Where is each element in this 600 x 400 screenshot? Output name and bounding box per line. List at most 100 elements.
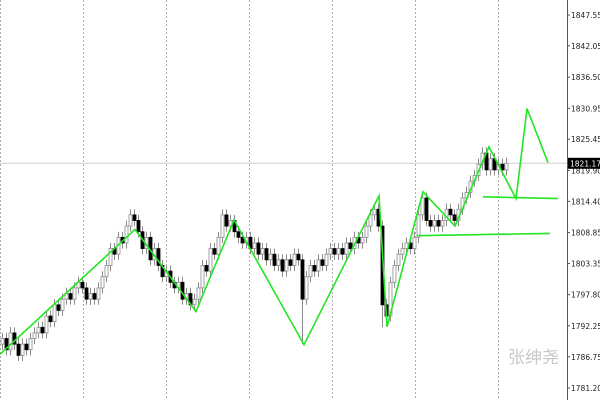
bull-candle xyxy=(0,338,5,345)
bear-candle xyxy=(4,338,9,351)
bear-candle xyxy=(332,248,337,255)
bull-candle xyxy=(308,265,313,278)
bull-candle xyxy=(360,236,365,244)
bull-candle xyxy=(104,265,109,278)
bull-candle xyxy=(292,253,297,266)
bear-candle xyxy=(340,248,345,255)
bear-candle xyxy=(452,214,457,221)
bear-candle xyxy=(272,253,277,266)
bear-candle xyxy=(312,265,317,272)
bear-candle xyxy=(40,326,45,334)
bull-candle xyxy=(72,287,77,300)
bull-candle xyxy=(344,242,349,255)
bull-candle xyxy=(392,265,397,283)
y-tick-label: 1814.40 xyxy=(571,197,600,206)
bull-candle xyxy=(324,253,329,266)
bull-candle xyxy=(32,332,37,339)
bull-candle xyxy=(96,287,101,300)
zigzag-line xyxy=(0,108,549,355)
bear-candle xyxy=(136,220,141,233)
y-tick-label: 1781.20 xyxy=(571,384,600,393)
watermark: 张绅尧 xyxy=(508,348,559,368)
level-line xyxy=(482,196,559,200)
bear-candle xyxy=(348,242,353,249)
bull-candle xyxy=(372,208,377,216)
bear-candle xyxy=(296,253,301,261)
y-tick-label: 1819.90 xyxy=(571,166,600,175)
bull-candle xyxy=(216,236,221,255)
y-tick-label: 1803.35 xyxy=(571,259,600,268)
bear-candle xyxy=(264,248,269,261)
bull-candle xyxy=(208,248,213,272)
bull-candle xyxy=(284,259,289,272)
bull-candle xyxy=(432,220,437,227)
y-tick-label: 1808.85 xyxy=(571,229,600,238)
bull-candle xyxy=(60,298,65,311)
bear-candle xyxy=(80,281,85,289)
bear-candle xyxy=(256,242,261,255)
y-tick-label: 1836.50 xyxy=(571,73,600,82)
bear-candle xyxy=(436,220,441,227)
bull-candle xyxy=(20,343,25,356)
bear-candle xyxy=(424,197,429,221)
bull-candle xyxy=(316,259,321,272)
bull-candle xyxy=(192,298,197,306)
bull-candle xyxy=(396,253,401,266)
current-price-badge xyxy=(568,157,600,169)
bull-candle xyxy=(128,214,133,227)
bull-candle xyxy=(328,248,333,255)
bear-candle xyxy=(236,231,241,238)
bear-candle xyxy=(288,259,293,266)
bull-candle xyxy=(200,265,205,289)
y-tick-label: 1786.75 xyxy=(571,353,600,362)
bear-candle xyxy=(156,248,161,266)
bull-candle xyxy=(400,248,405,255)
bull-candle xyxy=(8,332,13,351)
bear-candle xyxy=(56,304,61,311)
bull-candle xyxy=(196,287,201,300)
y-tick-label: 1797.80 xyxy=(571,291,600,300)
bear-candle xyxy=(240,236,245,244)
bull-candle xyxy=(260,248,265,255)
bull-candle xyxy=(336,248,341,255)
bull-candle xyxy=(416,214,421,238)
bear-candle xyxy=(500,163,505,171)
bull-candle xyxy=(440,220,445,227)
bull-candle xyxy=(268,253,273,261)
bear-candle xyxy=(280,259,285,272)
bull-candle xyxy=(504,162,509,171)
bull-candle xyxy=(44,315,49,334)
bull-candle xyxy=(252,242,257,249)
bull-candle xyxy=(364,225,369,238)
level-line xyxy=(416,232,551,237)
y-tick-label: 1825.45 xyxy=(571,135,600,144)
y-tick-label: 1830.95 xyxy=(571,104,600,113)
bull-candle xyxy=(36,326,41,334)
bull-candle xyxy=(304,276,309,300)
bull-candle xyxy=(420,197,425,216)
bear-candle xyxy=(300,259,305,300)
bull-candle xyxy=(220,214,225,238)
price-axis-bg xyxy=(567,0,600,400)
bear-candle xyxy=(68,293,73,300)
bull-candle xyxy=(100,276,105,289)
current-price-label: 1821.17 xyxy=(570,159,600,168)
bear-candle xyxy=(212,248,217,255)
bull-candle xyxy=(108,248,113,266)
bull-candle xyxy=(488,158,493,171)
bear-candle xyxy=(204,265,209,272)
bear-candle xyxy=(16,343,21,356)
bull-candle xyxy=(88,293,93,300)
bull-candle xyxy=(28,338,33,351)
bear-candle xyxy=(84,287,89,300)
y-tick-label: 1842.05 xyxy=(571,42,600,51)
y-tick-label: 1792.25 xyxy=(571,322,600,331)
bear-candle xyxy=(320,259,325,266)
bear-candle xyxy=(448,208,453,216)
bear-candle xyxy=(92,293,97,300)
bear-candle xyxy=(48,315,53,323)
bull-candle xyxy=(412,236,417,249)
bull-candle xyxy=(368,214,373,227)
